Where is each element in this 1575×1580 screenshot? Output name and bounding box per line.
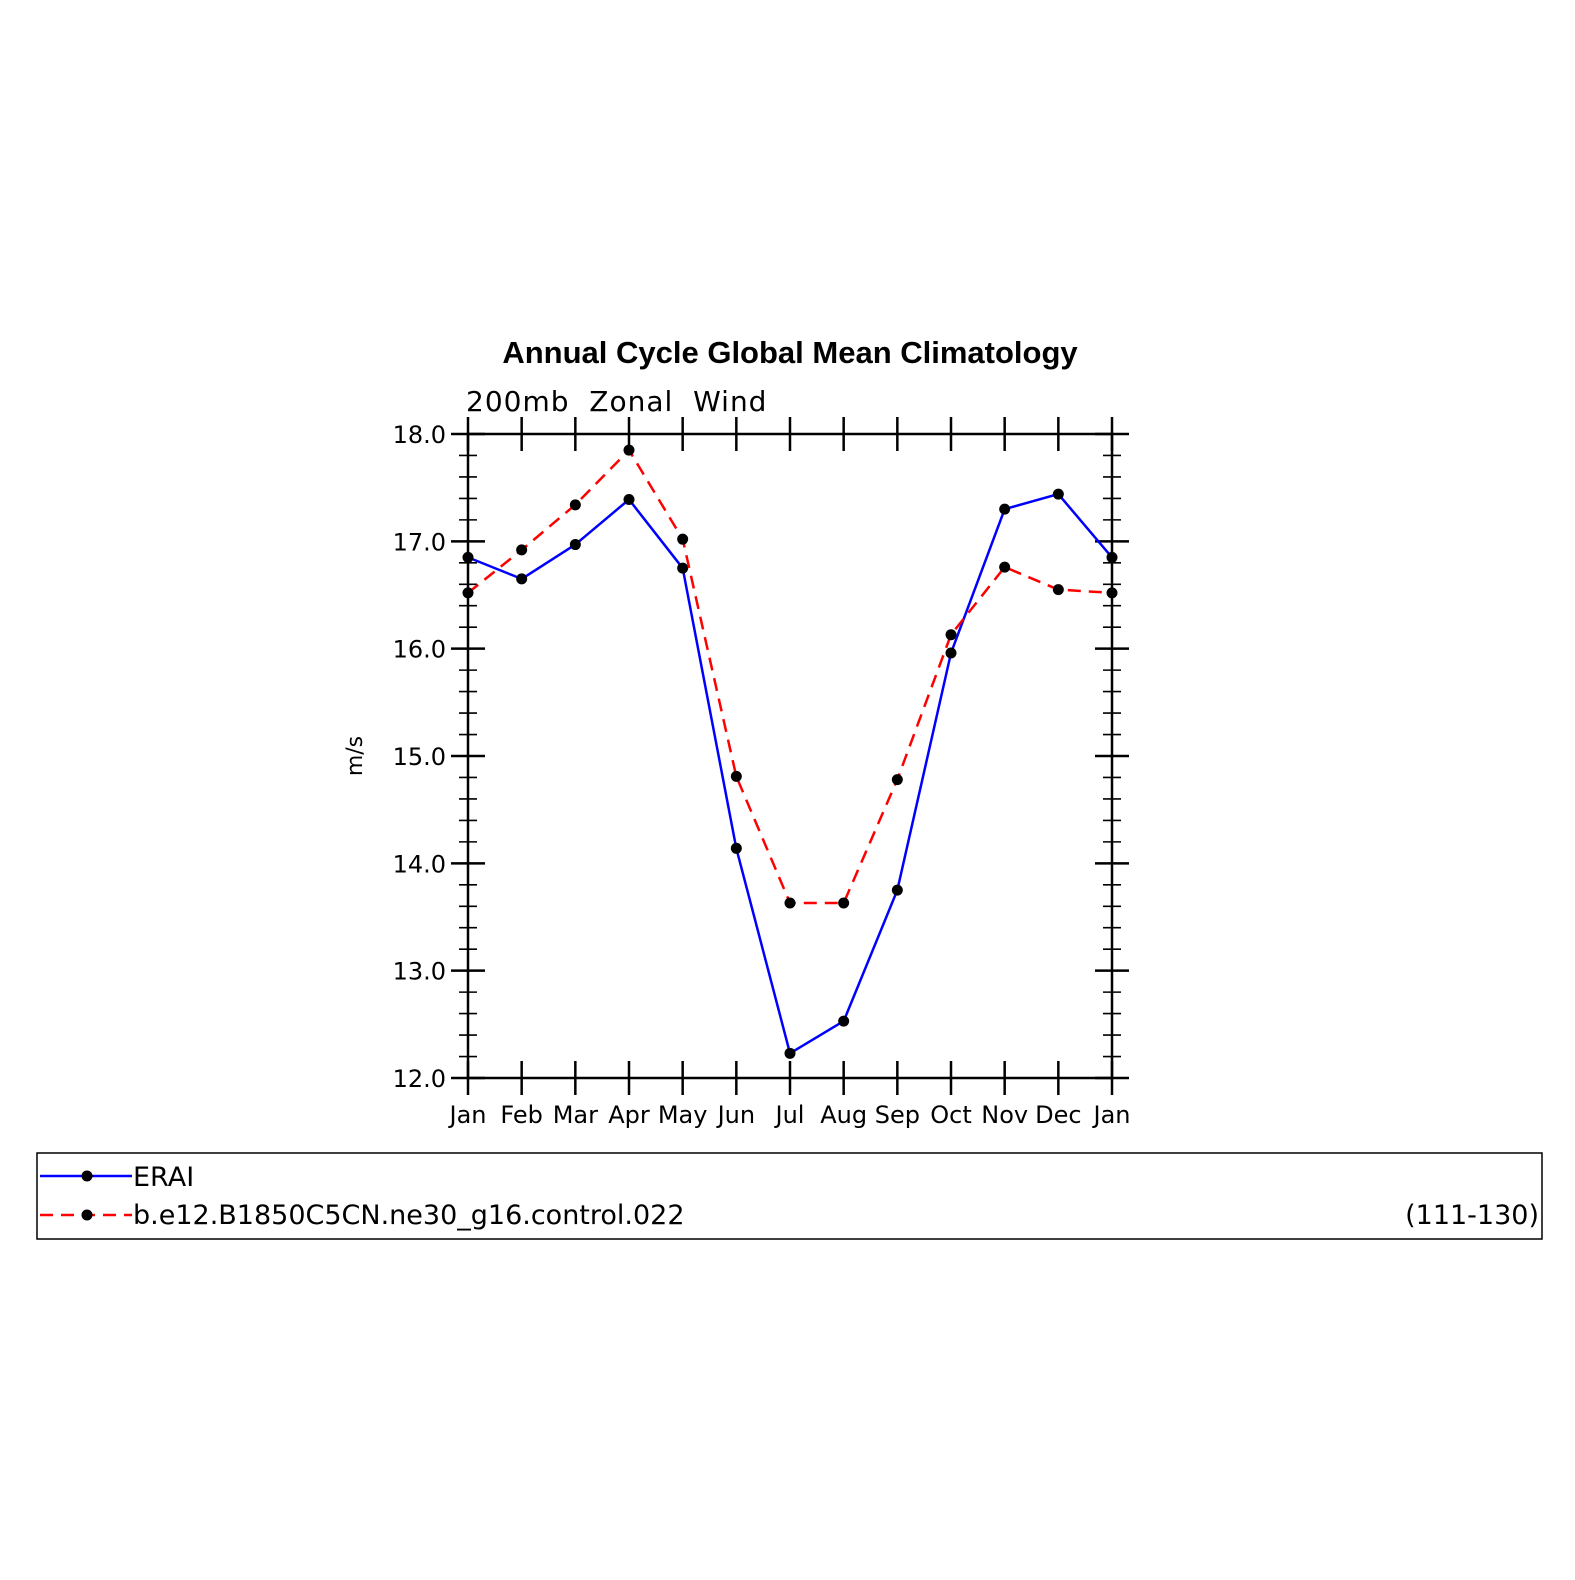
x-axis-ticks xyxy=(466,417,1114,1095)
legend-marker-model xyxy=(81,1209,93,1221)
x-tick-label: Apr xyxy=(608,1101,650,1129)
data-point-1-10 xyxy=(999,561,1011,573)
y-axis-label: m/s xyxy=(343,736,368,776)
data-point-0-6 xyxy=(784,1047,796,1059)
legend-box xyxy=(36,1152,1543,1240)
x-tick-label: Dec xyxy=(1035,1101,1081,1129)
series-line-1 xyxy=(467,448,1113,905)
data-point-0-7 xyxy=(838,1015,850,1027)
x-tick-label: Feb xyxy=(500,1101,543,1129)
chart-subtitle: 200mb Zonal Wind xyxy=(466,385,767,418)
series-line-0 xyxy=(467,492,1113,1055)
x-tick-label: Jun xyxy=(716,1101,756,1129)
data-point-0-8 xyxy=(891,884,903,896)
x-axis-tick-labels: Jan Feb Mar Apr May Jun Jul Aug Sep Oct Nov Dec Jan xyxy=(448,1101,1131,1129)
data-point-0-4 xyxy=(677,562,689,574)
data-point-0-10 xyxy=(999,503,1011,515)
data-point-1-6 xyxy=(784,897,796,909)
data-point-1-5 xyxy=(730,770,742,782)
data-point-1-4 xyxy=(677,533,689,545)
data-point-0-3 xyxy=(623,493,635,505)
data-point-0-2 xyxy=(569,539,581,551)
x-tick-label: Jan xyxy=(1092,1101,1131,1129)
data-point-0-1 xyxy=(516,573,528,585)
data-point-1-2 xyxy=(569,499,581,511)
legend-label-model: b.e12.B1850C5CN.ne30_g16.control.022 xyxy=(133,1200,685,1231)
data-point-0-11 xyxy=(1052,488,1064,500)
chart-title: Annual Cycle Global Mean Climatology xyxy=(502,335,1078,370)
plot-frame xyxy=(466,432,1114,1080)
x-tick-label: May xyxy=(658,1101,708,1129)
x-tick-label: Nov xyxy=(981,1101,1028,1129)
x-tick-label: Sep xyxy=(875,1101,920,1129)
data-point-0-9 xyxy=(945,647,957,659)
x-tick-label: Aug xyxy=(820,1101,867,1129)
y-axis-ticks xyxy=(451,432,1129,1080)
data-point-0-5 xyxy=(730,842,742,854)
legend-marker-erai xyxy=(81,1170,93,1182)
series-layer xyxy=(462,444,1118,1059)
data-point-1-3 xyxy=(623,444,635,456)
data-point-1-11 xyxy=(1052,584,1064,596)
y-tick-label: 13.0 xyxy=(393,958,446,986)
y-tick-label: 18.0 xyxy=(393,421,446,449)
y-tick-label: 12.0 xyxy=(393,1065,446,1093)
y-tick-label: 15.0 xyxy=(393,743,446,771)
data-point-1-7 xyxy=(838,897,850,909)
y-axis-tick-labels: 12.0 13.0 14.0 15.0 16.0 17.0 18.0 xyxy=(393,421,446,1093)
data-point-1-8 xyxy=(891,774,903,786)
x-tick-label: Jan xyxy=(448,1101,487,1129)
legend-years: (111-130) xyxy=(1405,1200,1539,1231)
data-point-1-9 xyxy=(945,629,957,641)
y-tick-label: 14.0 xyxy=(393,850,446,878)
data-point-1-1 xyxy=(516,544,528,556)
y-tick-label: 16.0 xyxy=(393,636,446,664)
legend: ERAI b.e12.B1850C5CN.ne30_g16.control.02… xyxy=(36,1152,1543,1240)
y-tick-label: 17.0 xyxy=(393,528,446,556)
legend-label-erai: ERAI xyxy=(133,1162,194,1193)
x-tick-label: Oct xyxy=(930,1101,972,1129)
x-tick-label: Mar xyxy=(553,1101,598,1129)
x-tick-label: Jul xyxy=(774,1101,805,1129)
